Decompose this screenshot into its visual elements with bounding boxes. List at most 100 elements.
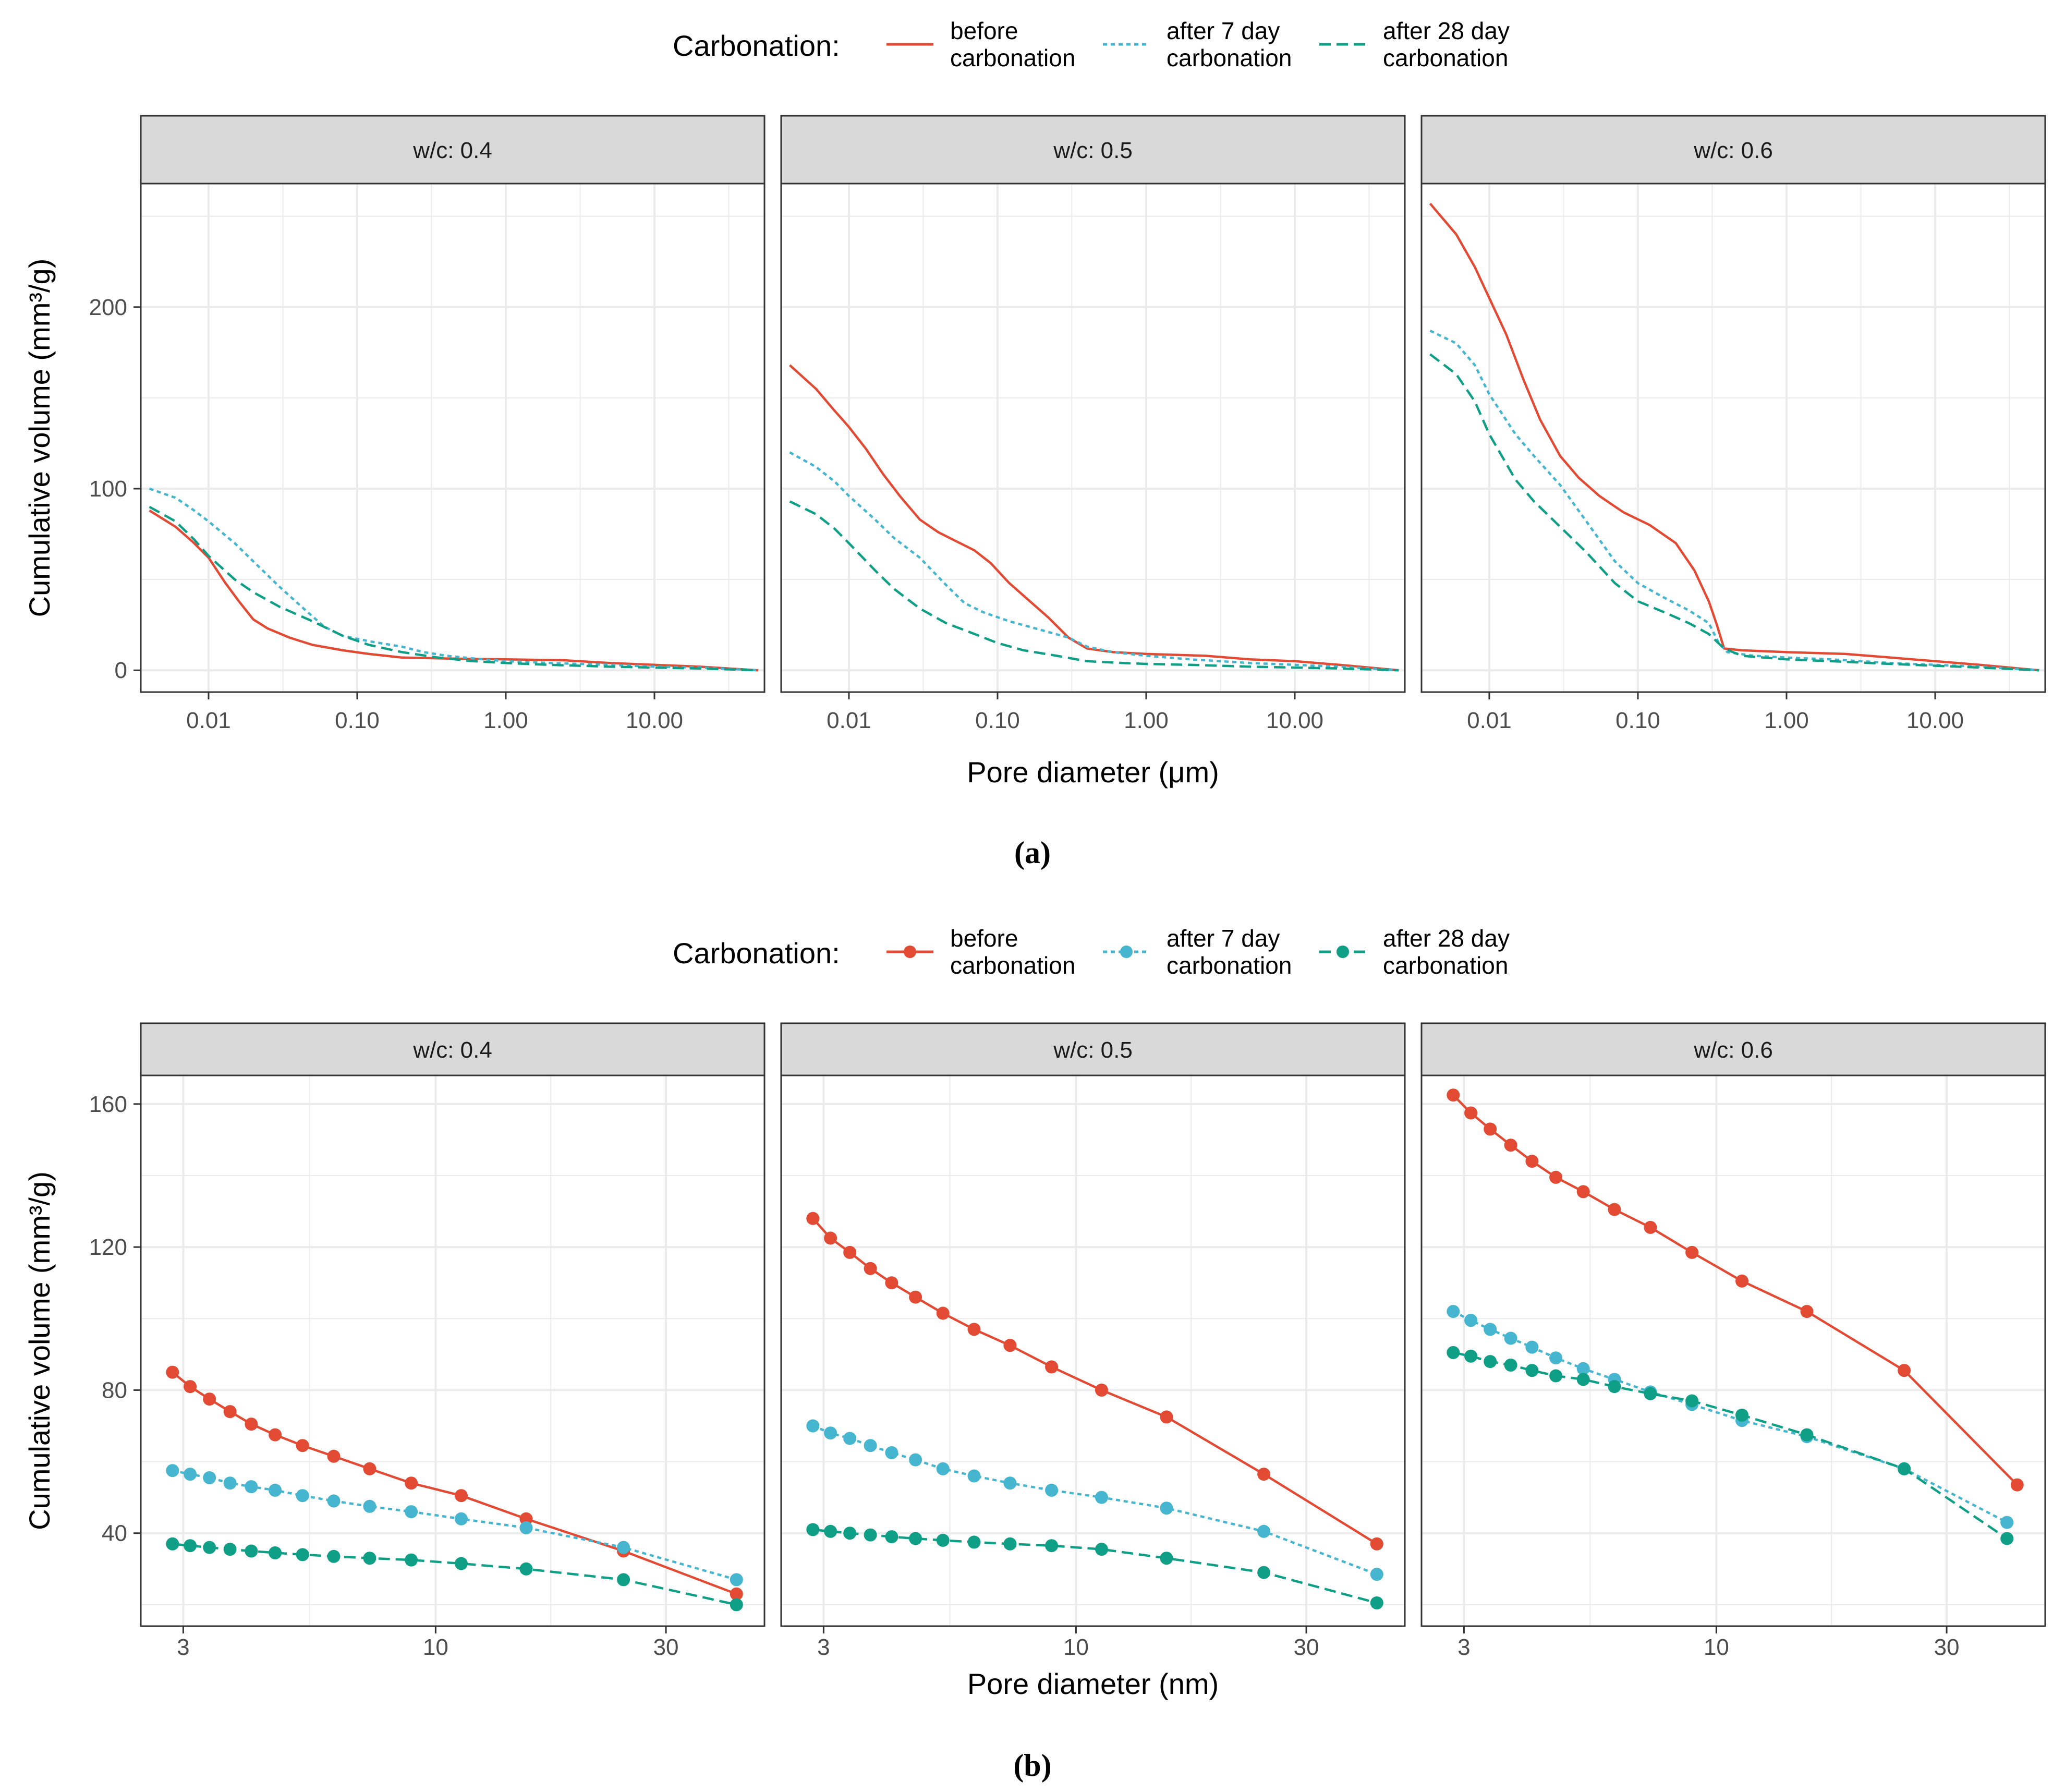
- data-point-after28: [327, 1549, 341, 1563]
- panel-border: [780, 1074, 1406, 1627]
- plot-area: [1422, 1075, 2045, 1626]
- legend-label-before-line2: carbonation: [950, 952, 1075, 979]
- x-tick-label: 0.01: [186, 708, 231, 733]
- x-tick-label: 10.00: [1266, 708, 1323, 733]
- legend-label-after28-line1: after 28 day: [1383, 17, 1510, 44]
- data-point-before: [1898, 1364, 1911, 1377]
- data-point-after7: [1003, 1476, 1017, 1490]
- data-point-after7: [1257, 1524, 1271, 1538]
- data-point-after28: [885, 1530, 898, 1544]
- x-tick-label: 3: [177, 1634, 189, 1660]
- data-point-after7: [1464, 1314, 1478, 1327]
- plot-area: [141, 1075, 764, 1626]
- y-axis-title: Cumulative volume (mm³/g): [23, 1171, 56, 1530]
- legend-label-after7-line1: after 7 day: [1167, 925, 1280, 952]
- data-point-after28: [455, 1557, 468, 1570]
- x-axis-title: Pore diameter (nm): [967, 1667, 1219, 1700]
- data-point-before: [519, 1512, 533, 1525]
- data-point-after28: [1504, 1358, 1517, 1372]
- data-point-after28: [245, 1544, 258, 1558]
- data-point-after7: [730, 1573, 743, 1587]
- facet-strip-label: w/c: 0.5: [1053, 1037, 1133, 1063]
- data-point-after28: [1644, 1387, 1657, 1400]
- data-point-after28: [909, 1532, 922, 1545]
- data-point-after28: [730, 1598, 743, 1612]
- legend-label-after7-line2: carbonation: [1167, 44, 1292, 71]
- data-point-after7: [405, 1505, 418, 1519]
- data-point-before: [1045, 1360, 1059, 1374]
- data-point-after28: [967, 1535, 981, 1549]
- panel-a-3: w/c: 0.6 0.01 0.10 1.00 10.00: [1420, 115, 2046, 733]
- data-point-after28: [223, 1543, 237, 1556]
- series-line-after7: [1429, 330, 2039, 672]
- data-point-after28: [1257, 1566, 1271, 1579]
- series-line-before: [788, 364, 1399, 672]
- panel-a-2: w/c: 0.5 0.01 0.10 1.00 10.00: [780, 115, 1406, 733]
- legend-label-after28-line2: carbonation: [1383, 952, 1508, 979]
- data-point-after7: [967, 1469, 981, 1483]
- data-point-before: [405, 1476, 418, 1490]
- gridlines: [1422, 1075, 2045, 1626]
- data-point-before: [1484, 1122, 1497, 1136]
- data-point-before: [1549, 1170, 1563, 1184]
- data-point-after7: [1045, 1483, 1059, 1497]
- series-line-after28: [789, 500, 1399, 672]
- x-tick-label: 1.00: [1124, 708, 1169, 733]
- data-point-before: [824, 1231, 837, 1245]
- data-point-after28: [1685, 1394, 1699, 1408]
- data-point-before: [1800, 1305, 1814, 1318]
- legend-marker-after28: [1337, 946, 1349, 958]
- x-tick-label: 10: [1063, 1634, 1089, 1660]
- data-point-after28: [405, 1553, 418, 1567]
- legend-title: Carbonation:: [673, 29, 840, 62]
- data-point-before: [327, 1449, 341, 1463]
- data-point-after7: [806, 1419, 820, 1433]
- legend-label-after28-line1: after 28 day: [1383, 925, 1510, 952]
- data-point-before: [2010, 1478, 2024, 1492]
- series-line-after28: [149, 505, 759, 672]
- data-point-after7: [864, 1439, 877, 1452]
- data-point-before: [1735, 1274, 1748, 1288]
- x-tick-label: 0.10: [975, 708, 1020, 733]
- panel-label-a: (a): [1014, 836, 1051, 870]
- x-tick-label: 30: [1934, 1634, 1960, 1660]
- plot-area: [781, 1075, 1405, 1626]
- x-tick-label: 1.00: [1764, 708, 1809, 733]
- facet-strip-label: w/c: 0.4: [412, 1037, 492, 1063]
- y-axis-title: Cumulative volume (mm³/g): [23, 259, 56, 617]
- data-point-after28: [1525, 1364, 1539, 1377]
- data-point-after28: [184, 1539, 197, 1553]
- x-tick-label: 0.01: [827, 708, 871, 733]
- x-tick-label: 10.00: [1906, 708, 1964, 733]
- data-point-before: [1095, 1383, 1108, 1397]
- data-point-after7: [824, 1426, 837, 1440]
- y-tick-label: 0: [115, 658, 127, 683]
- data-point-before: [909, 1290, 922, 1304]
- data-point-before: [203, 1393, 216, 1406]
- series-line-after28: [1429, 353, 2039, 672]
- data-point-after28: [1160, 1552, 1173, 1565]
- x-tick-label: 10: [1704, 1634, 1729, 1660]
- data-point-after28: [269, 1546, 282, 1559]
- data-point-before: [885, 1276, 898, 1290]
- data-point-before: [1160, 1410, 1173, 1424]
- series-line-before: [149, 509, 759, 672]
- data-point-after28: [936, 1533, 950, 1547]
- data-point-before: [269, 1428, 282, 1442]
- data-point-before: [806, 1212, 820, 1225]
- gridlines: [1422, 184, 2045, 692]
- legend-marker-after7: [1120, 946, 1133, 958]
- data-point-after7: [2000, 1516, 2014, 1529]
- data-point-after7: [519, 1521, 533, 1534]
- y-tick-label: 100: [89, 476, 127, 502]
- legend-label-before-line1: before: [950, 17, 1018, 44]
- data-point-after28: [1735, 1408, 1748, 1422]
- x-tick-label: 10: [423, 1634, 448, 1660]
- data-point-after7: [1576, 1362, 1590, 1375]
- panel-a-1: w/c: 0.4 0.01 0.10 1.00 10.00 0 100 200: [89, 115, 766, 733]
- data-point-before: [363, 1462, 376, 1475]
- data-point-after7: [296, 1489, 309, 1503]
- data-point-before: [1525, 1155, 1539, 1168]
